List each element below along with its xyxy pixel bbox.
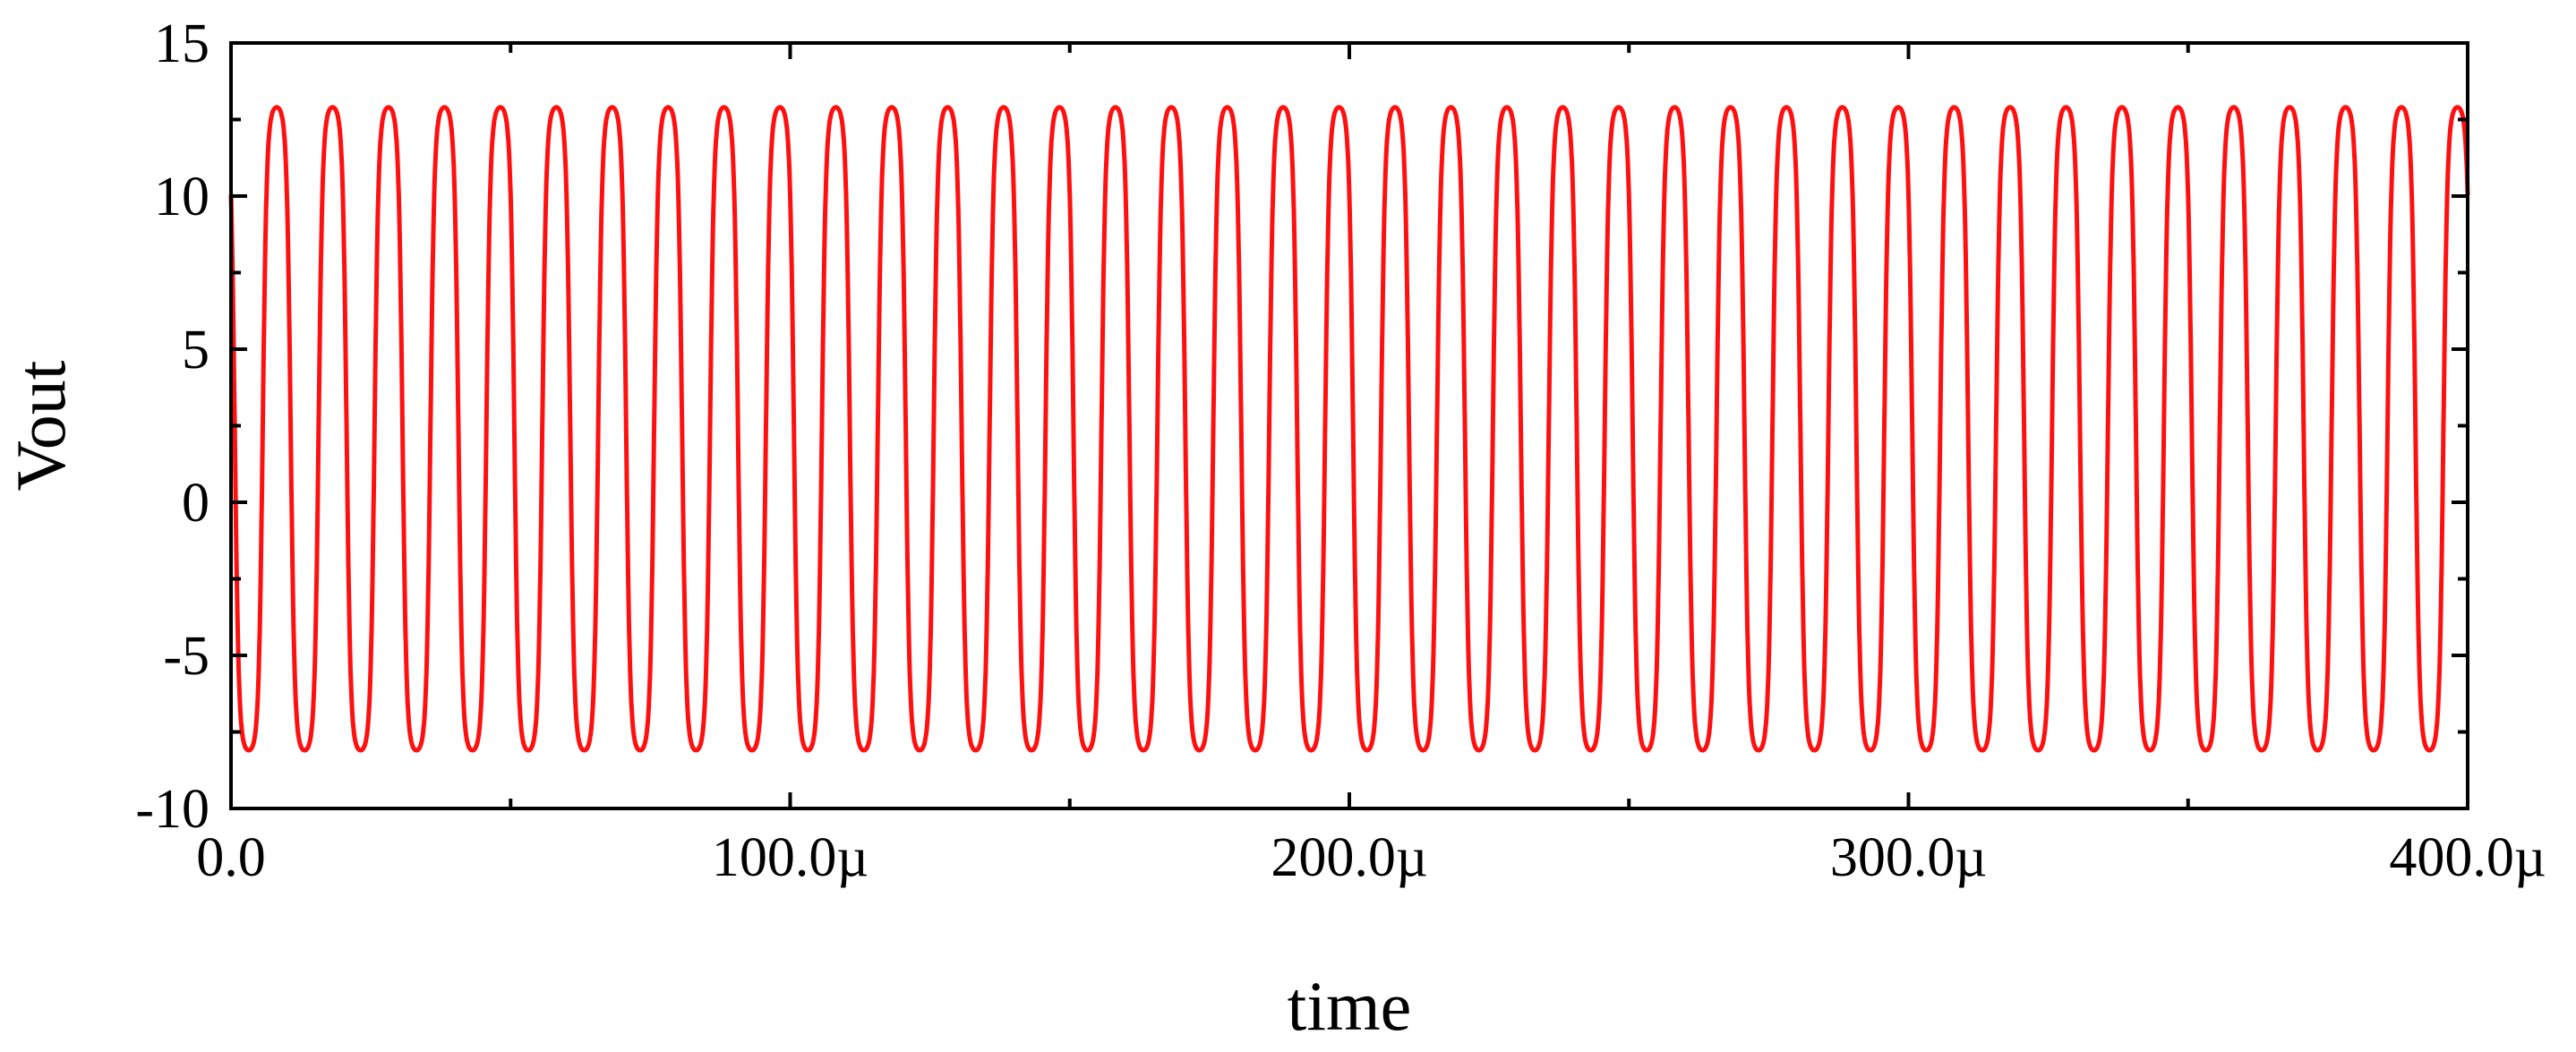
plot-area [228,105,2470,753]
x-tick-label: 0.0 [196,827,266,888]
plot-frame [229,41,2469,810]
x-tick-label: 200.0µ [1271,827,1427,888]
y-tick-label: 0 [182,473,210,534]
y-tick-label: 5 [182,320,210,381]
x-tick-label: 300.0µ [1830,827,1987,888]
y-tick-labels: -10 -5 0 5 10 15 [135,13,210,840]
x-axis-label: time [1288,967,1412,1045]
x-tick-label: 100.0µ [712,827,869,888]
series-line [228,105,2470,753]
y-tick-label: -5 [163,626,210,687]
y-axis-label: Vout [2,360,80,491]
y-tick-label: -10 [135,779,210,840]
y-tick-label: 15 [154,13,210,74]
x-tick-labels: 0.0 100.0µ 200.0µ 300.0µ 400.0µ [196,827,2546,888]
y-tick-label: 10 [154,167,210,227]
x-tick-label: 400.0µ [2389,827,2546,888]
